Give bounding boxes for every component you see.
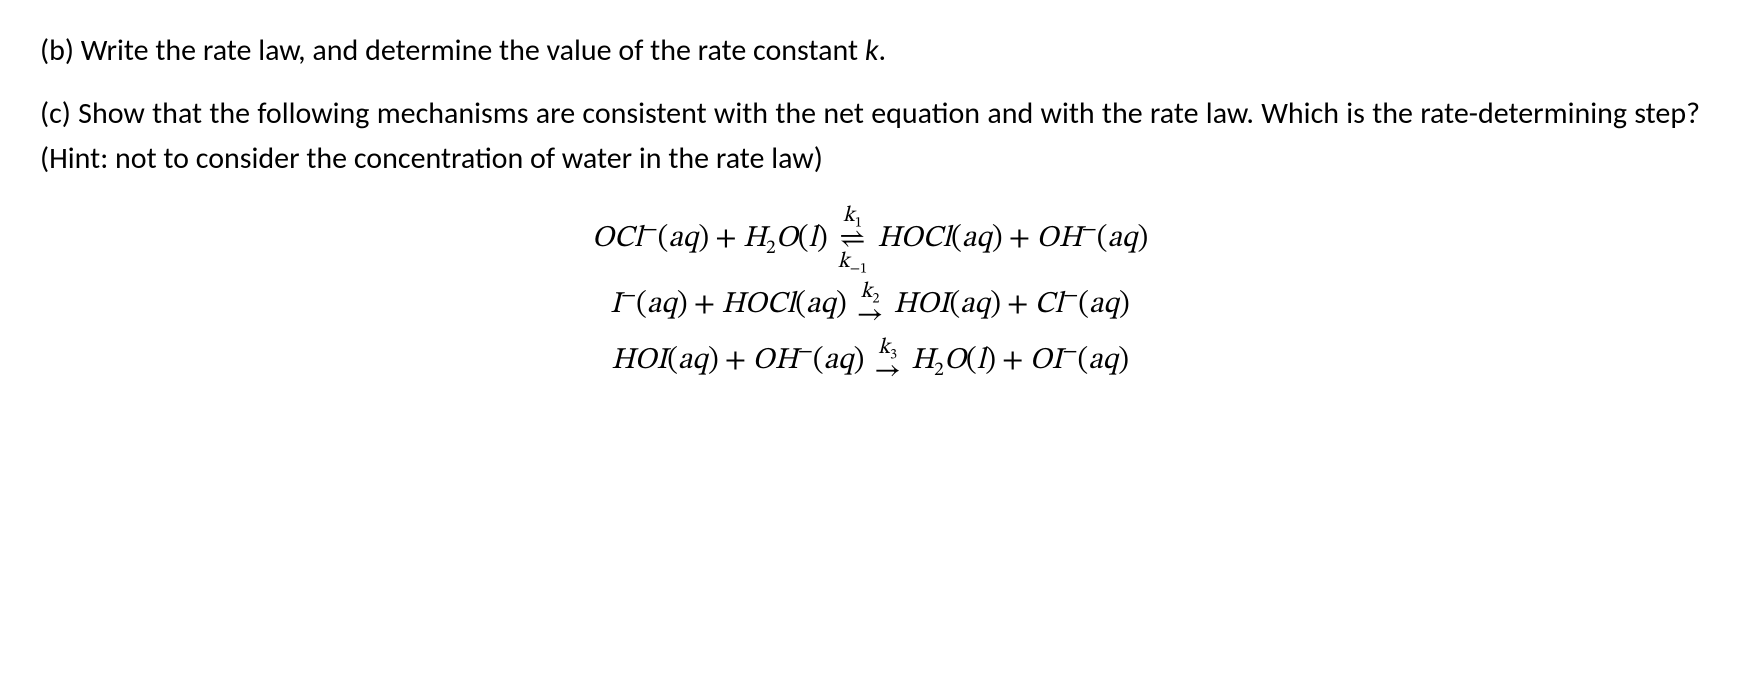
eq1-arrow: k1 ⇌ k−1 — [838, 205, 867, 273]
eq1-rhs-a: HOCl(aq) — [877, 220, 1003, 258]
eq2-lhs-a: I−(aq) — [610, 286, 687, 324]
mechanism-step-3: HOI(aq) + OH−(aq) k3 → H2O(l) + OI−(aq) — [40, 337, 1700, 385]
mechanism-step-2: I−(aq) + HOCl(aq) k2 → HOI(aq) + Cl−(aq) — [40, 281, 1700, 329]
plus-sign: + — [1009, 220, 1031, 258]
plus-sign: + — [715, 220, 737, 258]
eq2-k: k2 — [860, 281, 879, 303]
eq1-lhs-a: OCl−(aq) — [592, 220, 709, 258]
mechanism-step-1: OCl−(aq) + H2O(l) k1 ⇌ k−1 HOCl(aq) + OH… — [40, 205, 1700, 273]
eq2-rhs-a: HOI(aq) — [893, 286, 1001, 324]
question-b-end: . — [878, 32, 886, 69]
eq2-rhs-b: Cl−(aq) — [1035, 286, 1130, 324]
eq1-k-reverse: k−1 — [838, 251, 867, 273]
eq3-rhs-b: OI−(aq) — [1030, 342, 1129, 380]
question-c: (c) Show that the following mechanisms a… — [40, 91, 1700, 181]
question-b: (b) Write the rate law, and determine th… — [40, 28, 1700, 73]
question-c-text: (c) Show that the following mechanisms a… — [40, 95, 1700, 177]
eq1-k-forward: k1 — [843, 205, 862, 227]
plus-sign: + — [1007, 286, 1029, 324]
eq1-lhs-b: H2O(l) — [743, 220, 828, 258]
eq3-k: k3 — [878, 337, 897, 359]
eq2-lhs-b: HOCl(aq) — [721, 286, 847, 324]
eq2-arrow: k2 → — [857, 281, 884, 329]
eq1-rhs-b: OH−(aq) — [1036, 220, 1148, 258]
eq3-lhs-a: HOI(aq) — [611, 342, 719, 380]
eq3-rhs-a: H2O(l) — [911, 342, 996, 380]
eq3-arrow: k3 → — [874, 337, 901, 385]
forward-arrow-icon: → — [857, 301, 884, 329]
equilibrium-arrow-icon: ⇌ — [839, 225, 866, 253]
rate-constant-k: k — [865, 32, 879, 69]
plus-sign: + — [694, 286, 716, 324]
plus-sign: + — [1002, 342, 1024, 380]
forward-arrow-icon: → — [874, 357, 901, 385]
plus-sign: + — [725, 342, 747, 380]
question-b-text: (b) Write the rate law, and determine th… — [40, 32, 865, 69]
eq3-lhs-b: OH−(aq) — [752, 342, 864, 380]
